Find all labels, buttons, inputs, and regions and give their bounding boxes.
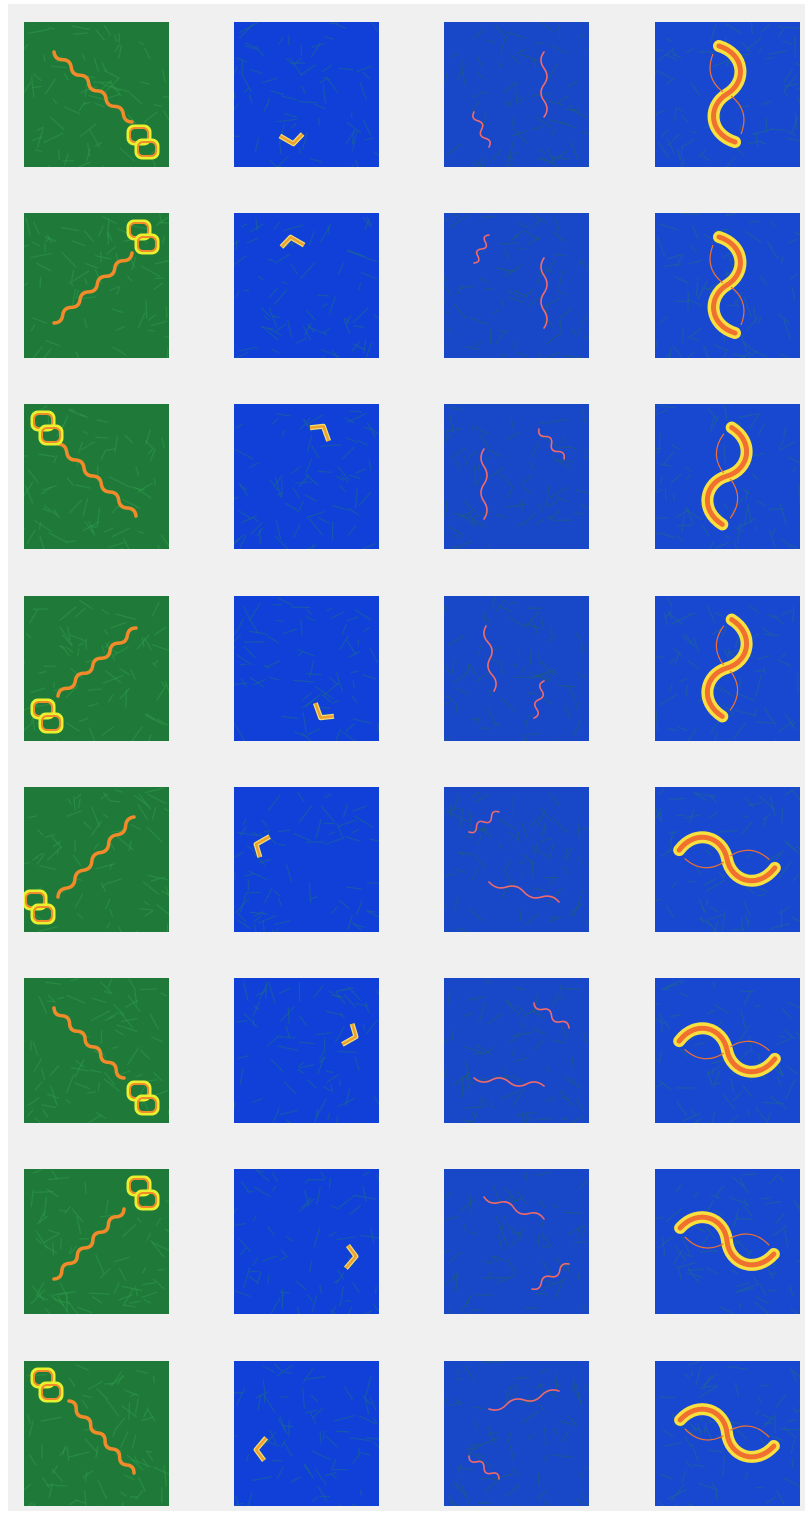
grid-image-r5-c1	[24, 787, 169, 932]
image-canvas	[444, 978, 589, 1123]
grid-image-r3-c2	[234, 404, 379, 549]
grid-image-r3-c3	[444, 404, 589, 549]
image-canvas	[24, 596, 169, 741]
grid-image-r6-c1	[24, 978, 169, 1123]
image-canvas	[655, 213, 800, 358]
image-canvas	[444, 404, 589, 549]
image-canvas	[655, 787, 800, 932]
grid-image-r3-c1	[24, 404, 169, 549]
grid-image-r1-c4	[655, 22, 800, 167]
grid-image-r2-c2	[234, 213, 379, 358]
image-canvas	[24, 978, 169, 1123]
grid-image-r8-c3	[444, 1361, 589, 1506]
image-canvas	[444, 596, 589, 741]
image-canvas	[444, 213, 589, 358]
image-canvas	[444, 787, 589, 932]
image-canvas	[234, 404, 379, 549]
grid-image-r5-c2	[234, 787, 379, 932]
image-grid	[8, 4, 805, 1511]
image-canvas	[234, 596, 379, 741]
image-canvas	[234, 213, 379, 358]
grid-image-r5-c3	[444, 787, 589, 932]
image-canvas	[24, 213, 169, 358]
grid-image-r5-c4	[655, 787, 800, 932]
image-canvas	[24, 404, 169, 549]
grid-image-r2-c3	[444, 213, 589, 358]
grid-image-r6-c2	[234, 978, 379, 1123]
grid-image-r7-c2	[234, 1169, 379, 1314]
image-canvas	[655, 596, 800, 741]
image-canvas	[655, 1361, 800, 1506]
image-canvas	[444, 1169, 589, 1314]
grid-image-r3-c4	[655, 404, 800, 549]
grid-image-r7-c1	[24, 1169, 169, 1314]
image-canvas	[234, 787, 379, 932]
image-canvas	[24, 22, 169, 167]
grid-image-r2-c1	[24, 213, 169, 358]
grid-image-r1-c3	[444, 22, 589, 167]
grid-image-r2-c4	[655, 213, 800, 358]
grid-image-r8-c1	[24, 1361, 169, 1506]
image-canvas	[655, 22, 800, 167]
image-canvas	[234, 1169, 379, 1314]
grid-image-r4-c2	[234, 596, 379, 741]
grid-image-r4-c1	[24, 596, 169, 741]
image-canvas	[444, 22, 589, 167]
image-canvas	[234, 978, 379, 1123]
grid-image-r7-c3	[444, 1169, 589, 1314]
image-canvas	[655, 1169, 800, 1314]
grid-image-r6-c3	[444, 978, 589, 1123]
image-canvas	[234, 22, 379, 167]
grid-image-r4-c3	[444, 596, 589, 741]
grid-image-r1-c2	[234, 22, 379, 167]
image-canvas	[234, 1361, 379, 1506]
image-canvas	[24, 1169, 169, 1314]
image-canvas	[24, 787, 169, 932]
grid-image-r6-c4	[655, 978, 800, 1123]
grid-image-r1-c1	[24, 22, 169, 167]
grid-image-r4-c4	[655, 596, 800, 741]
grid-image-r7-c4	[655, 1169, 800, 1314]
image-canvas	[24, 1361, 169, 1506]
image-canvas	[444, 1361, 589, 1506]
grid-image-r8-c4	[655, 1361, 800, 1506]
grid-image-r8-c2	[234, 1361, 379, 1506]
image-canvas	[655, 404, 800, 549]
image-canvas	[655, 978, 800, 1123]
